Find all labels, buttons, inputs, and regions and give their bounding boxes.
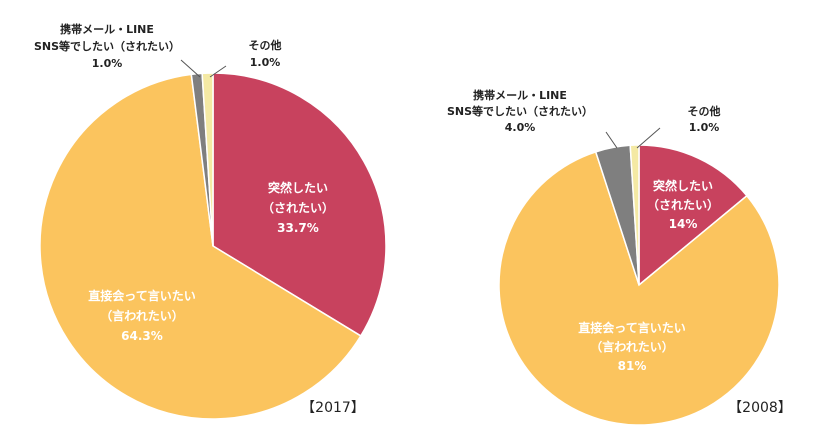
leader-line [605,131,618,149]
slice-value: 33.7% [277,221,319,235]
slice-label: 直接会って言いたい （言われたい） 81% [578,320,685,373]
pie-slice [638,144,748,287]
slice-label-line: 携帯メール・LINE [473,88,567,102]
slice-label-line: （されたい） [262,200,334,215]
slice-label: 直接会って言いたい （言われたい） 64.3% [88,288,195,343]
leader-line [209,65,227,78]
pie-slice [39,73,362,420]
slice-label-line: （言われたい） [590,339,673,354]
slice-label-line: （言われたい） [100,308,183,323]
slice-label: 突然したい （されたい） 14% [647,178,719,231]
slice-label-line: その他 [688,104,721,118]
slice-value: 4.0% [505,121,536,134]
slice-label: 携帯メール・LINE SNS等でしたい（されたい） 1.0% [34,22,180,70]
chart-title: 【2008】 [728,400,792,416]
slice-label-line: 突然したい [268,180,328,195]
slice-value: 1.0% [250,56,281,69]
pie-slice [629,144,640,286]
slice-label-line: その他 [249,38,282,52]
slice-label: 突然したい （されたい） 33.7% [262,180,334,235]
leader-line [180,59,201,78]
slice-label-line: SNS等でしたい（されたい） [34,39,180,53]
slice-label: 携帯メール・LINE SNS等でしたい（されたい） 4.0% [447,88,593,134]
chart-title: 【2017】 [301,400,365,416]
slice-label-line: （されたい） [647,197,719,212]
slice-value: 1.0% [92,57,123,70]
slice-label-line: 携帯メール・LINE [60,22,154,36]
leader-line [636,127,661,149]
pie-chart-1: 突然したい （されたい） 14% 直接会って言いたい （言われたい） 81% 携帯メール・L… [447,88,792,426]
pie-chart-0: 突然したい （されたい） 33.7% 直接会って言いたい （言われたい） 64.3% 携帯メ… [34,22,387,420]
slice-label-line: SNS等でしたい（されたい） [447,104,593,118]
slice-label: その他 1.0% [249,38,282,69]
slice-label-line: 突然したい [653,178,713,193]
pie-slice [498,150,780,426]
slice-value: 64.3% [121,329,163,343]
slice-value: 1.0% [689,121,720,134]
slice-value: 81% [618,359,647,373]
slice-label-line: 直接会って言いたい [88,288,195,303]
slice-value: 14% [669,217,698,231]
pie-slice [201,72,214,247]
slice-label: その他 1.0% [688,104,721,134]
pie-slice [212,72,387,337]
slice-label-line: 直接会って言いたい [578,320,685,335]
